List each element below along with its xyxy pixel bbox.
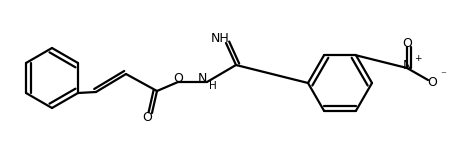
Text: +: + bbox=[414, 53, 422, 62]
Text: NH: NH bbox=[211, 32, 229, 45]
Text: O: O bbox=[142, 111, 152, 123]
Text: O: O bbox=[173, 71, 183, 85]
Text: O: O bbox=[427, 75, 437, 89]
Text: ⁻: ⁻ bbox=[440, 70, 446, 80]
Text: H: H bbox=[209, 81, 217, 91]
Text: O: O bbox=[402, 37, 412, 49]
Text: N: N bbox=[402, 58, 411, 71]
Text: N: N bbox=[197, 71, 207, 85]
